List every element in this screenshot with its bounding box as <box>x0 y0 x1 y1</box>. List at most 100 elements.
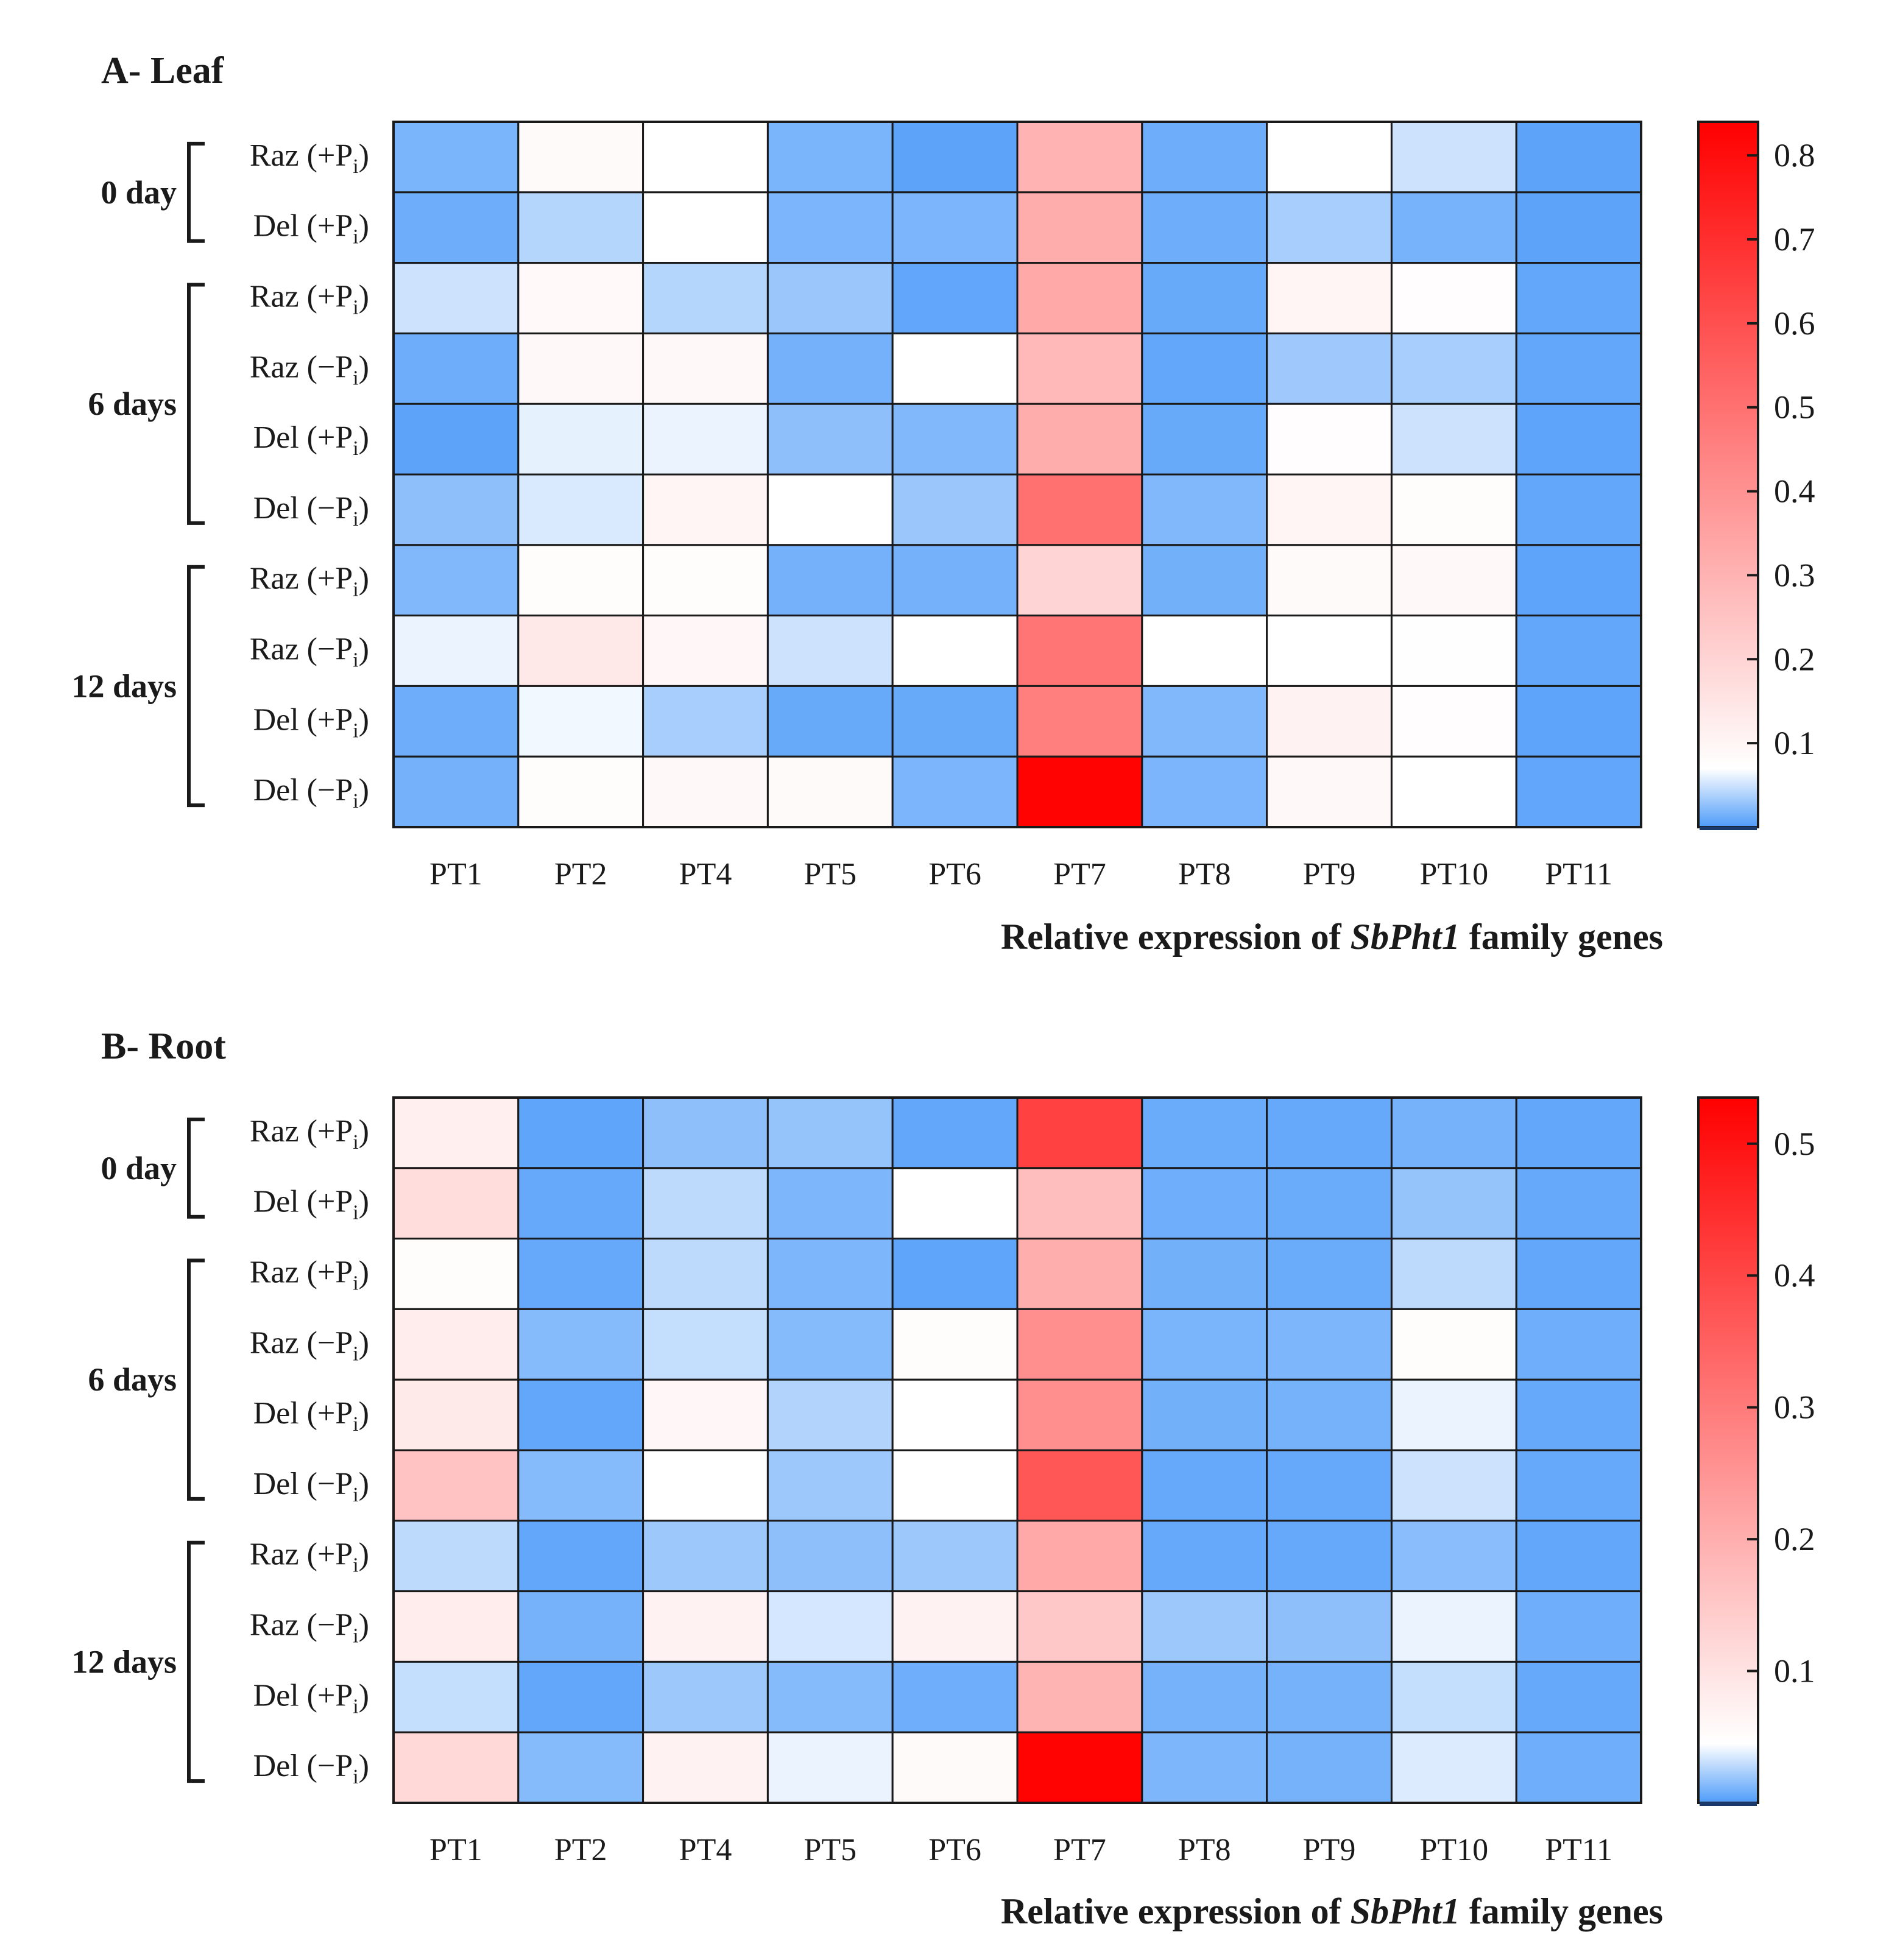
heatmap-cell-pt7-row-9 <box>1016 1660 1143 1733</box>
heatmap-cell-pt6-row-2 <box>891 1167 1019 1240</box>
heatmap-cells <box>392 121 1642 828</box>
heatmap-cell-pt1-row-3 <box>392 262 520 334</box>
heatmap-cell-pt6-row-10 <box>891 755 1019 828</box>
heatmap-cell-pt8-row-3 <box>1141 262 1268 334</box>
heatmap-cell-pt6-row-5 <box>891 1378 1019 1451</box>
colorbar-tick-label-0.2: 0.2 <box>1774 1521 1815 1557</box>
heatmap-cell-pt6-row-1 <box>891 121 1019 194</box>
row-label-4: Raz (−Pi) <box>250 1325 369 1365</box>
heatmap-cell-pt1-row-1 <box>392 1096 520 1169</box>
heatmap-cell-pt7-row-5 <box>1016 403 1143 476</box>
column-label-pt10: PT10 <box>1419 857 1488 892</box>
heatmap-cell-pt1-row-6 <box>392 473 520 546</box>
colorbar-tick-label-0.4: 0.4 <box>1774 1257 1815 1294</box>
heatmap-cell-pt7-row-7 <box>1016 544 1143 617</box>
column-labels: PT1 PT2 PT4 PT5 PT6 PT7 PT8 PT9 PT10 PT11 <box>429 1833 1612 1867</box>
heatmap-cell-pt9-row-7 <box>1266 544 1393 617</box>
heatmap-cell-pt4-row-4 <box>642 332 769 405</box>
heatmap-cell-pt9-row-1 <box>1266 121 1393 194</box>
heatmap-cell-pt11-row-1 <box>1515 1096 1642 1169</box>
heatmap-cell-pt4-row-3 <box>642 262 769 334</box>
colorbar-tick-label-0.5: 0.5 <box>1774 1126 1815 1162</box>
heatmap-cell-pt7-row-4 <box>1016 332 1143 405</box>
heatmap-cell-pt7-row-7 <box>1016 1520 1143 1593</box>
heatmap-cell-pt6-row-5 <box>891 403 1019 476</box>
heatmap-cell-pt11-row-4 <box>1515 332 1642 405</box>
heatmap-cell-pt2-row-7 <box>517 1520 645 1593</box>
heatmap-cell-pt4-row-6 <box>642 473 769 546</box>
colorbar-tick-label-0.3: 0.3 <box>1774 1389 1815 1426</box>
heatmap-cell-pt1-row-7 <box>392 544 520 617</box>
column-label-pt2: PT2 <box>554 1833 607 1867</box>
heatmap-cell-pt5-row-5 <box>766 1378 894 1451</box>
group-label-1: 0 day <box>101 1150 177 1186</box>
heatmap-cell-pt11-row-10 <box>1515 1731 1642 1804</box>
heatmap-cell-pt5-row-1 <box>766 121 894 194</box>
heatmap-cell-pt9-row-9 <box>1266 1660 1393 1733</box>
row-label-2: Del (+Pi) <box>253 209 369 249</box>
heatmap-cell-pt8-row-6 <box>1141 473 1268 546</box>
heatmap-cell-pt4-row-9 <box>642 685 769 758</box>
heatmap-cell-pt6-row-9 <box>891 685 1019 758</box>
heatmap-cell-pt6-row-7 <box>891 544 1019 617</box>
heatmap-cell-pt2-row-1 <box>517 1096 645 1169</box>
heatmap-cell-pt7-row-2 <box>1016 191 1143 264</box>
column-label-pt5: PT5 <box>803 1833 856 1867</box>
heatmap-cell-pt6-row-2 <box>891 191 1019 264</box>
heatmap-cell-pt7-row-1 <box>1016 121 1143 194</box>
heatmap-cell-pt8-row-9 <box>1141 685 1268 758</box>
heatmap-cell-pt1-row-10 <box>392 755 520 828</box>
heatmap-cell-pt4-row-6 <box>642 1449 769 1522</box>
heatmap-cell-pt8-row-10 <box>1141 755 1268 828</box>
heatmap-cell-pt9-row-6 <box>1266 473 1393 546</box>
column-label-pt7: PT7 <box>1053 1833 1106 1867</box>
heatmap-cell-pt11-row-2 <box>1515 191 1642 264</box>
heatmap-cell-pt8-row-8 <box>1141 1590 1268 1663</box>
heatmap-cell-pt8-row-4 <box>1141 1308 1268 1381</box>
heatmap-cell-pt10-row-2 <box>1390 1167 1517 1240</box>
x-axis-label: Relative expression of SbPht1 family gen… <box>1001 1891 1663 1931</box>
heatmap-cell-pt8-row-6 <box>1141 1449 1268 1522</box>
colorbar-gradient <box>1697 121 1759 828</box>
heatmap-cell-pt8-row-5 <box>1141 403 1268 476</box>
heatmap-cell-pt2-row-2 <box>517 191 645 264</box>
heatmap-cell-pt8-row-7 <box>1141 1520 1268 1593</box>
heatmap-cell-pt7-row-9 <box>1016 685 1143 758</box>
column-label-pt7: PT7 <box>1053 857 1106 892</box>
panel-title: B- Root <box>101 1026 226 1067</box>
row-label-7: Raz (+Pi) <box>250 562 369 601</box>
heatmap-cell-pt10-row-5 <box>1390 403 1517 476</box>
heatmap-cell-pt7-row-8 <box>1016 615 1143 687</box>
heatmap-cell-pt6-row-3 <box>891 1238 1019 1310</box>
heatmap-cell-pt2-row-9 <box>517 685 645 758</box>
heatmap-cell-pt11-row-10 <box>1515 755 1642 828</box>
column-label-pt8: PT8 <box>1178 1833 1231 1867</box>
heatmap-cell-pt10-row-7 <box>1390 544 1517 617</box>
row-label-8: Raz (−Pi) <box>250 632 369 672</box>
heatmap-cell-pt9-row-10 <box>1266 755 1393 828</box>
heatmap-cell-pt1-row-8 <box>392 615 520 687</box>
heatmap-cell-pt6-row-9 <box>891 1660 1019 1733</box>
column-label-pt11: PT11 <box>1545 857 1612 892</box>
heatmap-cell-pt7-row-2 <box>1016 1167 1143 1240</box>
heatmap-cell-pt1-row-9 <box>392 1660 520 1733</box>
heatmap-cell-pt1-row-3 <box>392 1238 520 1310</box>
group-label-3: 12 days <box>71 668 177 704</box>
heatmap-cell-pt2-row-8 <box>517 1590 645 1663</box>
heatmap-cell-pt5-row-6 <box>766 473 894 546</box>
heatmap-cell-pt6-row-10 <box>891 1731 1019 1804</box>
heatmap-cell-pt9-row-3 <box>1266 1238 1393 1310</box>
heatmap-cell-pt2-row-3 <box>517 1238 645 1310</box>
heatmap-cell-pt11-row-9 <box>1515 1660 1642 1733</box>
heatmap-cell-pt5-row-10 <box>766 755 894 828</box>
heatmap-cell-pt10-row-4 <box>1390 332 1517 405</box>
colorbar-tick-label-0.5: 0.5 <box>1774 389 1815 426</box>
row-label-10: Del (−Pi) <box>253 1749 369 1788</box>
row-label-2: Del (+Pi) <box>253 1185 369 1224</box>
heatmap-cell-pt11-row-3 <box>1515 1238 1642 1310</box>
column-label-pt11: PT11 <box>1545 1833 1612 1867</box>
heatmap-cell-pt2-row-6 <box>517 473 645 546</box>
group-bracket-3 <box>187 565 205 808</box>
heatmap-cell-pt4-row-10 <box>642 755 769 828</box>
heatmap-cell-pt10-row-3 <box>1390 1238 1517 1310</box>
